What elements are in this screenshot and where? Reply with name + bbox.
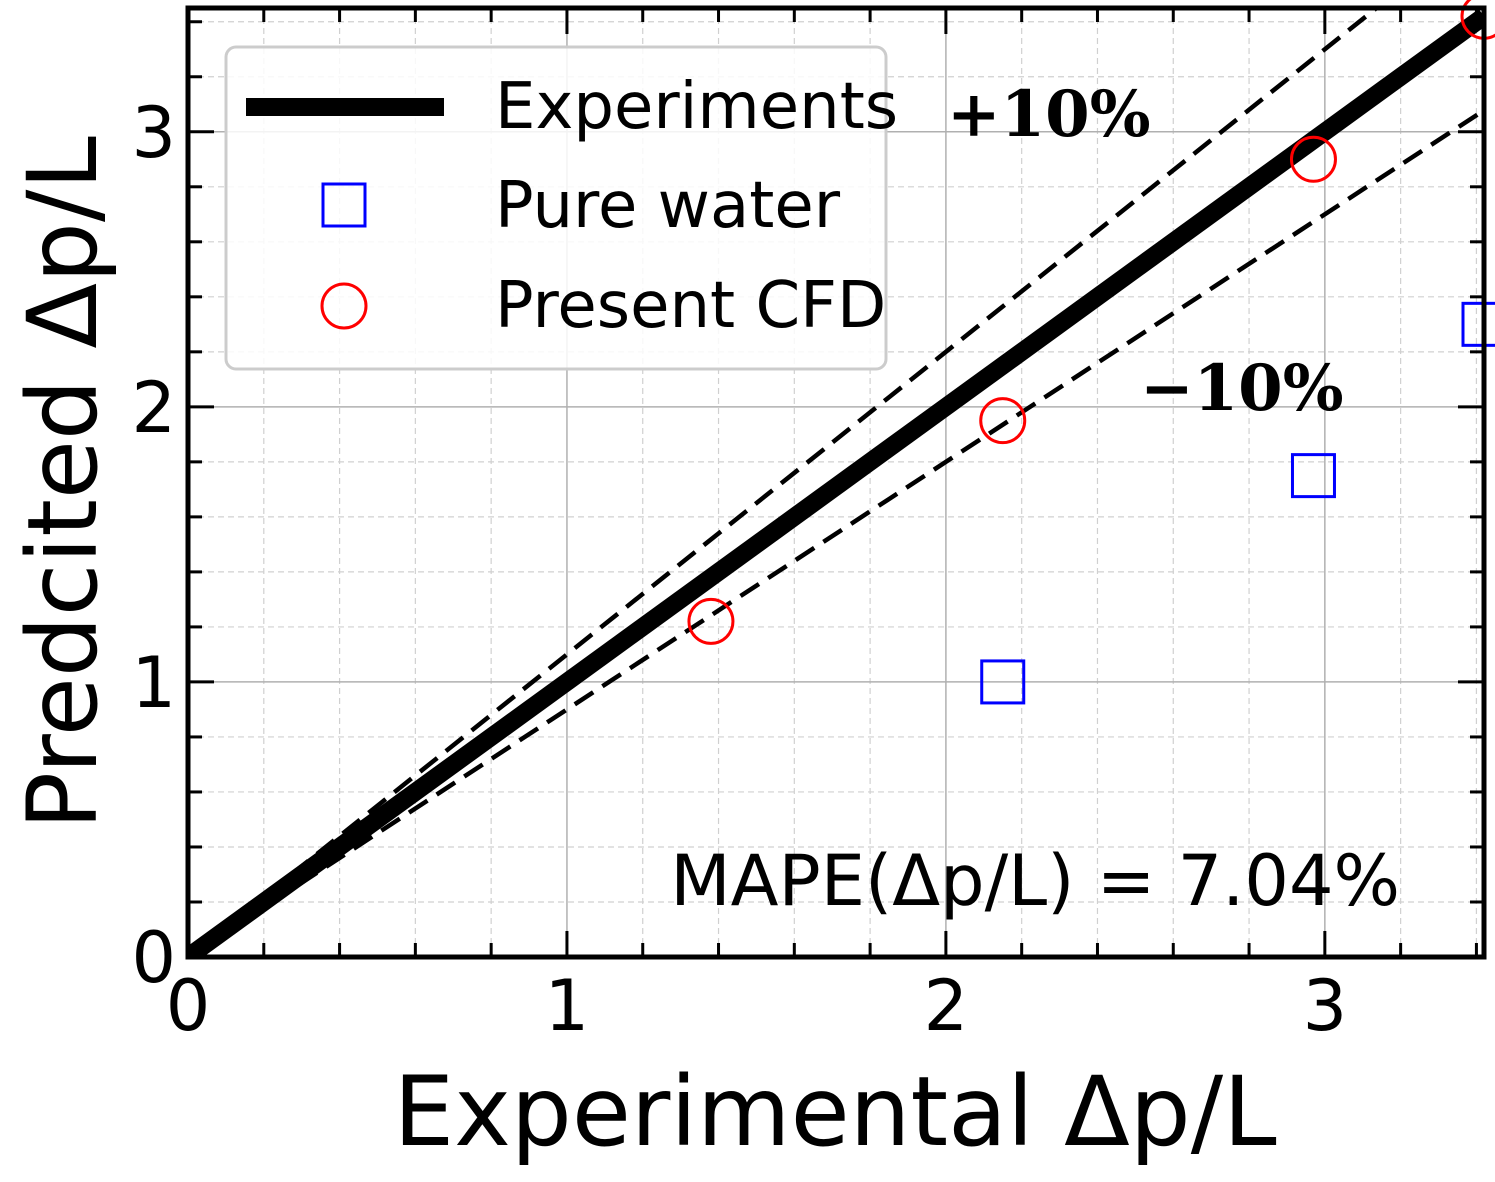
legend-pure-water-swatch [321,182,367,228]
present-cfd-point [687,597,735,645]
minus-10-percent-label: −10% [1140,351,1344,426]
y-axis-label: Predcited Δp/L [7,136,119,830]
pure-water-point [1461,301,1495,347]
mape-annotation: MAPE(Δp/L) = 7.04% [670,840,1400,922]
y-tick-label: 0 [131,917,176,999]
x-axis-label: Experimental Δp/L [393,1056,1276,1168]
x-tick-label: 3 [1303,965,1348,1047]
present-cfd-point [1289,135,1337,183]
x-tick-label: 1 [545,965,590,1047]
x-tick-label: 2 [924,965,969,1047]
legend-pure-water-label: Pure water [495,169,841,243]
axis-ticks: 0 1 2 3 0 1 2 3 [131,8,1484,1047]
pure-water-point [980,659,1026,705]
legend-present-cfd-swatch [320,282,368,330]
experiments-line [188,8,1484,957]
present-cfd-point [979,397,1027,445]
plus-10-percent-label: +10% [947,77,1151,152]
legend-box [224,45,888,371]
plus-10-percent-line [188,8,1381,957]
reference-lines [188,8,1484,957]
legend: Experiments Pure water Present CFD [224,45,898,371]
plot-frame [185,5,1487,960]
y-tick-label: 3 [131,92,176,174]
y-tick-label: 1 [131,642,176,724]
x-tick-label: 0 [166,965,211,1047]
y-tick-label: 2 [131,367,176,449]
minus-10-percent-line [188,108,1484,957]
legend-experiments-label: Experiments [495,70,898,144]
legend-present-cfd-label: Present CFD [495,269,886,343]
pure-water-point [1290,453,1336,499]
